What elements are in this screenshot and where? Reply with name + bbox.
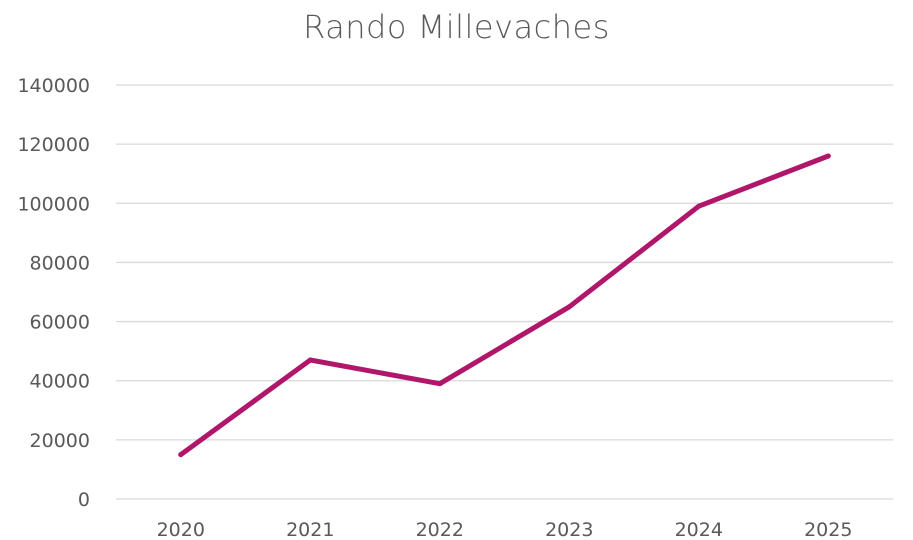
series-layer xyxy=(178,153,831,458)
y-tick-label: 120000 xyxy=(17,134,90,156)
y-axis-tick-labels: 0 20000 40000 60000 80000 100000 120000 140000 xyxy=(17,75,90,511)
y-tick-label: 100000 xyxy=(17,193,90,215)
data-point xyxy=(566,304,572,310)
y-tick-label: 40000 xyxy=(30,371,90,393)
data-point xyxy=(178,452,184,458)
x-tick-label: 2024 xyxy=(675,519,723,540)
x-tick-label: 2025 xyxy=(804,519,852,540)
gridlines xyxy=(116,84,893,500)
chart-title: Rando Millevaches xyxy=(303,8,610,46)
y-tick-label: 80000 xyxy=(30,252,90,274)
x-tick-label: 2020 xyxy=(157,519,205,540)
data-point xyxy=(696,203,702,209)
data-point xyxy=(825,153,831,159)
y-tick-label: 60000 xyxy=(30,312,90,334)
x-axis-tick-labels: 2020 2021 2022 2023 2024 2025 xyxy=(157,519,853,540)
data-point xyxy=(307,357,313,363)
series-line xyxy=(178,153,831,458)
x-tick-label: 2021 xyxy=(286,519,334,540)
y-tick-label: 20000 xyxy=(30,430,90,452)
data-point xyxy=(437,381,443,387)
x-tick-label: 2023 xyxy=(545,519,593,540)
y-tick-label: 0 xyxy=(78,489,90,511)
y-tick-label: 140000 xyxy=(17,75,90,97)
x-tick-label: 2022 xyxy=(416,519,464,540)
